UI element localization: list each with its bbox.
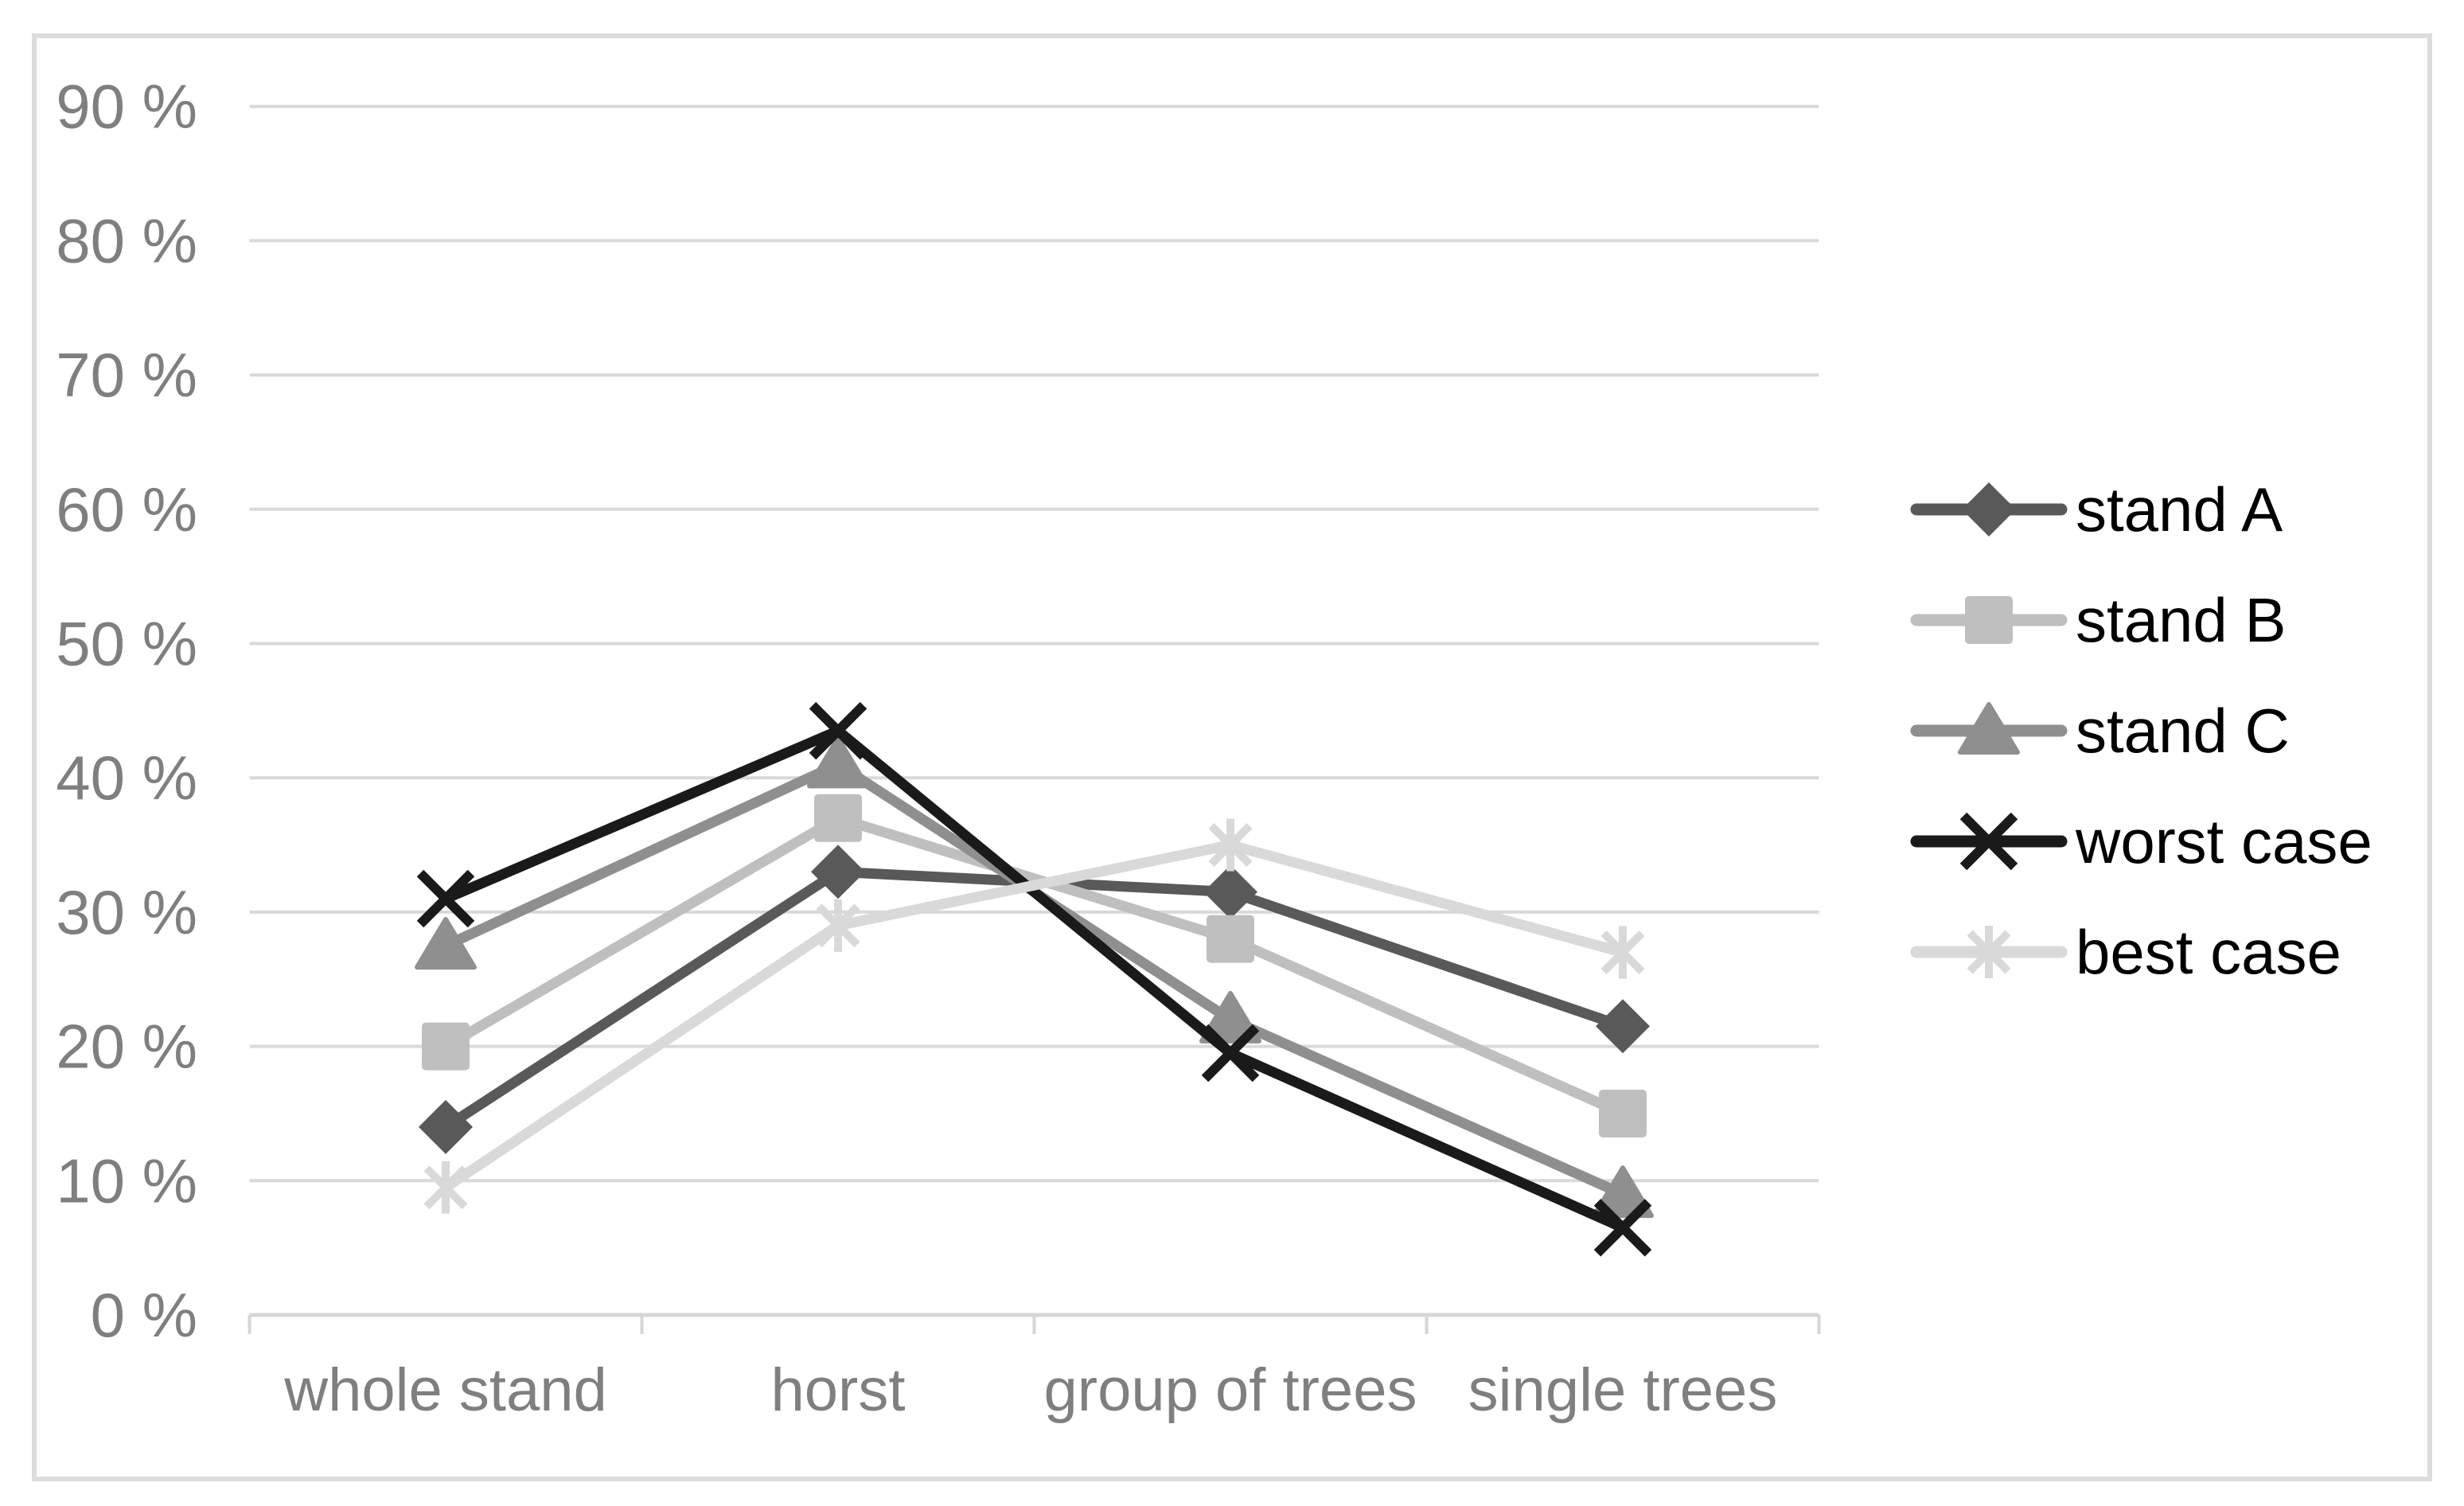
series-line-stand-c xyxy=(440,759,1628,1200)
triangle-marker-shape xyxy=(415,917,477,970)
marker-best-case-single-trees xyxy=(1600,926,1645,979)
x-axis-category-label: whole stand xyxy=(283,1356,607,1424)
marker-stand-b-group-of-trees xyxy=(1207,915,1254,963)
legend-marker-square xyxy=(1965,596,2013,644)
triangle-marker-shape xyxy=(807,735,869,789)
legend-marker-asterisk xyxy=(1967,926,2011,978)
marker-stand-b-whole-stand xyxy=(422,1022,470,1071)
legend-marker-x xyxy=(1959,812,2018,871)
square-marker-shape xyxy=(1207,915,1254,963)
y-axis-tick-label: 80 % xyxy=(56,205,197,275)
marker-stand-c-whole-stand xyxy=(415,917,477,970)
y-axis-tick-label: 50 % xyxy=(56,609,197,679)
asterisk-marker-stroke xyxy=(423,1165,468,1210)
marker-stand-b-horst xyxy=(814,794,862,842)
marker-best-case-group-of-trees xyxy=(1208,818,1253,872)
legend-marker-triangle xyxy=(1958,702,2020,755)
series-stand-b xyxy=(422,794,1647,1137)
y-axis-tick-label: 0 % xyxy=(91,1280,197,1350)
diamond-marker-shape xyxy=(419,1099,473,1154)
legend: stand A stand B stand C worst case best case xyxy=(1910,474,2372,987)
series-worst-case xyxy=(416,701,1652,1257)
marker-stand-c-horst xyxy=(807,735,869,789)
x-marker-stroke xyxy=(416,869,475,928)
legend-label: best case xyxy=(2076,917,2341,987)
marker-stand-b-single-trees xyxy=(1599,1089,1647,1137)
marker-stand-a-whole-stand xyxy=(419,1099,473,1154)
y-axis-tick-label: 30 % xyxy=(56,877,197,947)
diamond-marker-shape xyxy=(811,845,865,899)
square-marker-shape xyxy=(422,1022,470,1071)
asterisk-marker-stroke xyxy=(1208,823,1253,868)
x-marker-stroke xyxy=(1959,812,2018,871)
legend-label: stand C xyxy=(2076,696,2290,766)
triangle-marker-shape xyxy=(1958,702,2020,755)
asterisk-marker-stroke xyxy=(1600,930,1645,975)
x-axis-category-label: horst xyxy=(771,1356,906,1424)
chart-frame xyxy=(32,33,2432,1481)
square-marker-shape xyxy=(814,794,862,842)
y-axis-tick-label: 40 % xyxy=(56,743,197,813)
y-axis-tick-label: 60 % xyxy=(56,474,197,544)
x-marker-stroke xyxy=(1593,1199,1652,1257)
marker-worst-case-horst xyxy=(809,701,867,760)
legend-label: worst case xyxy=(2075,806,2372,876)
series-line-worst-case xyxy=(440,725,1628,1233)
triangle-marker-shape xyxy=(1592,1165,1654,1219)
legend-item-best-case: best case xyxy=(1910,917,2341,987)
marker-worst-case-whole-stand xyxy=(416,869,475,928)
series-line-stand-a xyxy=(440,866,1628,1133)
square-marker-shape xyxy=(1965,596,2013,644)
diamond-marker-shape xyxy=(1962,482,2016,536)
marker-stand-c-single-trees xyxy=(1592,1165,1654,1219)
legend-label: stand B xyxy=(2076,585,2287,655)
legend-marker-diamond xyxy=(1962,482,2016,536)
asterisk-marker-stroke xyxy=(816,903,860,948)
marker-stand-a-horst xyxy=(811,845,865,899)
diamond-marker-shape xyxy=(1596,999,1650,1054)
marker-worst-case-group-of-trees xyxy=(1201,1024,1260,1083)
series-best-case xyxy=(423,818,1645,1214)
diamond-marker-shape xyxy=(1203,864,1257,919)
legend-item-stand-c: stand C xyxy=(1910,696,2290,766)
square-marker-shape xyxy=(1599,1089,1647,1137)
asterisk-marker-stroke xyxy=(1967,930,2011,974)
legend-item-stand-a: stand A xyxy=(1910,474,2283,544)
marker-best-case-horst xyxy=(816,899,860,952)
y-axis-tick-label: 10 % xyxy=(56,1145,197,1215)
x-axis-category-label: group of trees xyxy=(1044,1356,1417,1424)
marker-best-case-whole-stand xyxy=(423,1161,468,1214)
x-marker-stroke xyxy=(809,701,867,760)
y-axis-tick-label: 20 % xyxy=(56,1012,197,1082)
x-axis-category-label: single trees xyxy=(1468,1356,1778,1424)
marker-worst-case-single-trees xyxy=(1593,1199,1652,1257)
marker-stand-c-group-of-trees xyxy=(1199,990,1261,1044)
y-axis-tick-label: 70 % xyxy=(56,340,197,410)
triangle-marker-shape xyxy=(1199,990,1261,1044)
marker-stand-a-group-of-trees xyxy=(1203,864,1257,919)
y-axis-tick-label: 90 % xyxy=(56,72,197,142)
legend-label: stand A xyxy=(2076,474,2283,544)
legend-item-stand-b: stand B xyxy=(1910,585,2287,655)
series-line-stand-b xyxy=(440,813,1628,1119)
marker-stand-a-single-trees xyxy=(1596,999,1650,1054)
x-marker-stroke xyxy=(1201,1024,1260,1083)
series-line-best-case xyxy=(440,840,1628,1193)
legend-item-worst-case: worst case xyxy=(1910,806,2372,876)
